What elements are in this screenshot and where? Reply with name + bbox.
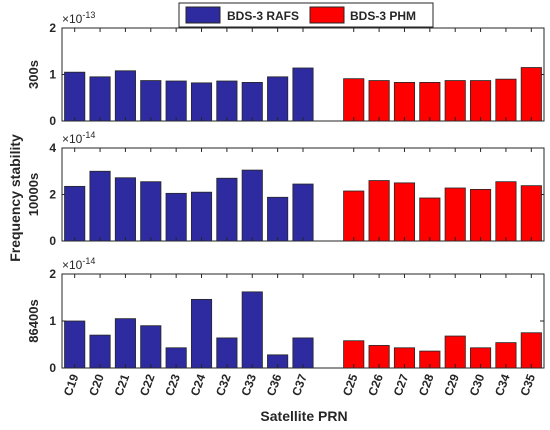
bar-bds-3-rafs-c19 [64,71,86,122]
bar-bds-3-rafs-c32 [216,177,238,242]
bar-bds-3-phm-c35 [520,185,542,242]
panel-y-label: 10000s [26,173,41,216]
bar-bds-3-rafs-c24 [190,82,213,122]
bar-bds-3-rafs-c24 [190,191,213,242]
y-exponent-power: -13 [82,10,95,20]
x-tick-label-c28: C28 [416,372,437,398]
bar-bds-3-rafs-c33 [241,291,263,369]
bar-bds-3-phm-c25 [343,78,365,122]
y-exponent-power: -14 [82,256,95,266]
bar-bds-3-rafs-c24 [190,298,213,369]
bar-bds-3-phm-c34 [495,181,517,242]
y-exponent-label: ×10-14 [62,256,95,272]
y-exponent-label: ×10-13 [62,10,95,26]
bar-bds-3-rafs-c19 [64,320,86,369]
bar-bds-3-phm-c27 [393,182,416,242]
bar-bds-3-rafs-c19 [64,185,86,242]
bar-bds-3-rafs-c22 [140,325,162,369]
x-tick-label-c23: C23 [162,372,183,398]
bar-bds-3-phm-c29 [444,187,466,242]
bar-bds-3-rafs-c37 [292,183,314,242]
panels-layer: 012×10-13300s024×10-1410000s012×10-14864… [26,10,545,398]
x-tick-label-c25: C25 [340,372,361,398]
legend-swatch-rafs [185,6,221,24]
y-exponent-base: ×10 [62,258,83,272]
bar-bds-3-rafs-c22 [140,181,162,242]
panel-86400s: 0 1 2 ×10-14 86400s [26,256,545,375]
bar-bds-3-phm-c34 [495,78,517,122]
bar-bds-3-rafs-c32 [216,337,238,369]
x-tick-label-c30: C30 [467,372,488,398]
x-tick-label-c32: C32 [213,372,234,398]
y-tick-label: 0 [49,114,56,128]
legend-label-rafs: BDS-3 RAFS [227,9,299,23]
panel-10000s: 0 2 4 ×10-14 10000s [26,130,545,248]
y-tick-label: 2 [49,21,56,35]
panel-y-label: 300s [26,60,41,89]
bar-bds-3-phm-c29 [444,335,466,369]
x-tick-label-c29: C29 [441,372,462,398]
x-tick-label-c26: C26 [365,372,386,398]
bar-bds-3-rafs-c20 [89,334,111,369]
x-tick-label-c22: C22 [137,372,158,398]
bar-bds-3-phm-c35 [520,332,542,369]
bar-bds-3-rafs-c36 [267,196,289,242]
bar-bds-3-phm-c30 [470,80,492,122]
bar-bds-3-rafs-c33 [241,169,263,242]
legend-box [178,2,434,28]
y-exponent-base: ×10 [62,12,83,26]
y-tick-label: 1 [49,68,56,82]
legend: BDS-3 RAFS BDS-3 PHM [178,2,434,28]
bar-bds-3-rafs-c36 [267,76,289,122]
shared-y-axis-label: Frequency stability [7,134,23,262]
x-tick-label-c19: C19 [61,372,82,398]
panel-y-label: 86400s [26,299,41,342]
bar-bds-3-phm-c28 [419,197,441,242]
bar-bds-3-phm-c29 [444,80,466,122]
bar-bds-3-phm-c26 [368,180,390,242]
x-tick-label-c21: C21 [112,372,133,398]
y-exponent-base: ×10 [62,132,83,146]
x-tick-label-c37: C37 [289,372,310,398]
y-tick-label: 2 [49,188,56,202]
x-tick-label-c24: C24 [188,372,209,398]
x-tick-label-c33: C33 [238,372,259,398]
bar-bds-3-rafs-c21 [114,318,136,369]
legend-label-phm: BDS-3 PHM [350,9,416,23]
bar-bds-3-rafs-c37 [292,337,314,369]
y-exponent-label: ×10-14 [62,130,95,146]
bar-bds-3-rafs-c21 [114,70,136,122]
bar-bds-3-phm-c28 [419,82,441,122]
x-tick-label-c27: C27 [391,372,412,398]
bar-bds-3-phm-c30 [470,188,492,242]
y-tick-label: 2 [49,267,56,281]
bar-bds-3-phm-c25 [343,340,365,369]
bar-bds-3-rafs-c21 [114,177,136,242]
x-tick-label-c35: C35 [517,372,538,398]
bar-bds-3-rafs-c20 [89,170,111,242]
y-exponent-power: -14 [82,130,95,140]
y-tick-label: 4 [49,141,56,155]
bar-bds-3-phm-c25 [343,190,365,242]
x-tick-label-c34: C34 [492,372,513,398]
panel-300s: 0 1 2 ×10-13 300s [26,10,545,128]
bar-bds-3-rafs-c20 [89,76,111,122]
legend-swatch-phm [309,6,345,24]
bar-bds-3-phm-c27 [393,82,416,122]
x-axis-label: Satellite PRN [260,408,347,424]
bar-bds-3-phm-c35 [520,67,542,122]
bar-bds-3-phm-c26 [368,80,390,122]
bar-bds-3-rafs-c23 [165,80,187,122]
y-tick-label: 1 [49,314,56,328]
y-tick-label: 0 [49,361,56,375]
bar-bds-3-rafs-c33 [241,82,263,122]
bar-bds-3-rafs-c37 [292,67,314,122]
bar-bds-3-rafs-c23 [165,192,187,242]
y-tick-label: 0 [49,234,56,248]
x-tick-label-c36: C36 [264,372,285,398]
bar-bds-3-rafs-c32 [216,80,238,122]
bar-bds-3-rafs-c22 [140,80,162,122]
x-tick-label-c20: C20 [86,372,107,398]
